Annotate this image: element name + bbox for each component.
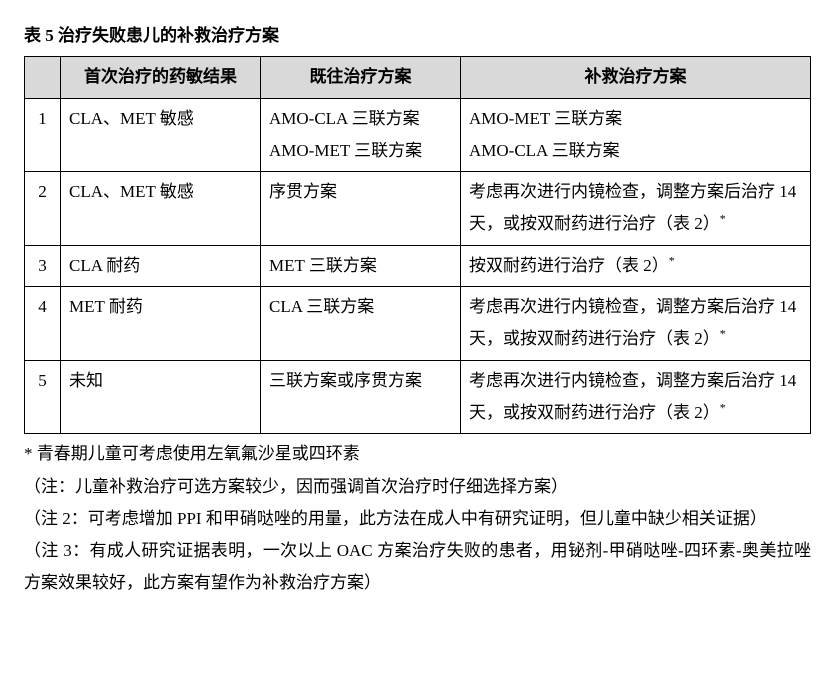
cell-previous: MET 三联方案 <box>261 245 461 286</box>
header-susceptibility: 首次治疗的药敏结果 <box>61 57 261 98</box>
cell-rescue: AMO-MET 三联方案AMO-CLA 三联方案 <box>461 98 811 172</box>
cell-rescue: 考虑再次进行内镜检查，调整方案后治疗 14 天，或按双耐药进行治疗（表 2）* <box>461 287 811 361</box>
header-index <box>25 57 61 98</box>
row-index: 3 <box>25 245 61 286</box>
table-row: 1 CLA、MET 敏感 AMO-CLA 三联方案AMO-MET 三联方案 AM… <box>25 98 811 172</box>
cell-susceptibility: CLA、MET 敏感 <box>61 172 261 246</box>
cell-previous: CLA 三联方案 <box>261 287 461 361</box>
footnotes: * 青春期儿童可考虑使用左氧氟沙星或四环素 （注：儿童补救治疗可选方案较少，因而… <box>24 438 811 599</box>
table-row: 3 CLA 耐药 MET 三联方案 按双耐药进行治疗（表 2）* <box>25 245 811 286</box>
cell-susceptibility: MET 耐药 <box>61 287 261 361</box>
header-rescue-regimen: 补救治疗方案 <box>461 57 811 98</box>
cell-susceptibility: CLA 耐药 <box>61 245 261 286</box>
row-index: 5 <box>25 360 61 434</box>
cell-susceptibility: CLA、MET 敏感 <box>61 98 261 172</box>
table-title: 表 5 治疗失败患儿的补救治疗方案 <box>24 20 811 52</box>
header-previous-regimen: 既往治疗方案 <box>261 57 461 98</box>
footnote-1: （注：儿童补救治疗可选方案较少，因而强调首次治疗时仔细选择方案） <box>24 471 811 503</box>
footnote-asterisk: * 青春期儿童可考虑使用左氧氟沙星或四环素 <box>24 438 811 470</box>
table-row: 5 未知 三联方案或序贯方案 考虑再次进行内镜检查，调整方案后治疗 14 天，或… <box>25 360 811 434</box>
table-header-row: 首次治疗的药敏结果 既往治疗方案 补救治疗方案 <box>25 57 811 98</box>
cell-previous: 三联方案或序贯方案 <box>261 360 461 434</box>
cell-previous: AMO-CLA 三联方案AMO-MET 三联方案 <box>261 98 461 172</box>
footnote-2: （注 2：可考虑增加 PPI 和甲硝哒唑的用量，此方法在成人中有研究证明，但儿童… <box>24 503 811 535</box>
footnote-3: （注 3：有成人研究证据表明，一次以上 OAC 方案治疗失败的患者，用铋剂-甲硝… <box>24 535 811 600</box>
cell-rescue: 按双耐药进行治疗（表 2）* <box>461 245 811 286</box>
cell-previous: 序贯方案 <box>261 172 461 246</box>
row-index: 1 <box>25 98 61 172</box>
row-index: 2 <box>25 172 61 246</box>
table-row: 4 MET 耐药 CLA 三联方案 考虑再次进行内镜检查，调整方案后治疗 14 … <box>25 287 811 361</box>
row-index: 4 <box>25 287 61 361</box>
cell-susceptibility: 未知 <box>61 360 261 434</box>
cell-rescue: 考虑再次进行内镜检查，调整方案后治疗 14 天，或按双耐药进行治疗（表 2）* <box>461 360 811 434</box>
rescue-treatment-table: 首次治疗的药敏结果 既往治疗方案 补救治疗方案 1 CLA、MET 敏感 AMO… <box>24 56 811 434</box>
cell-rescue: 考虑再次进行内镜检查，调整方案后治疗 14 天，或按双耐药进行治疗（表 2）* <box>461 172 811 246</box>
table-row: 2 CLA、MET 敏感 序贯方案 考虑再次进行内镜检查，调整方案后治疗 14 … <box>25 172 811 246</box>
